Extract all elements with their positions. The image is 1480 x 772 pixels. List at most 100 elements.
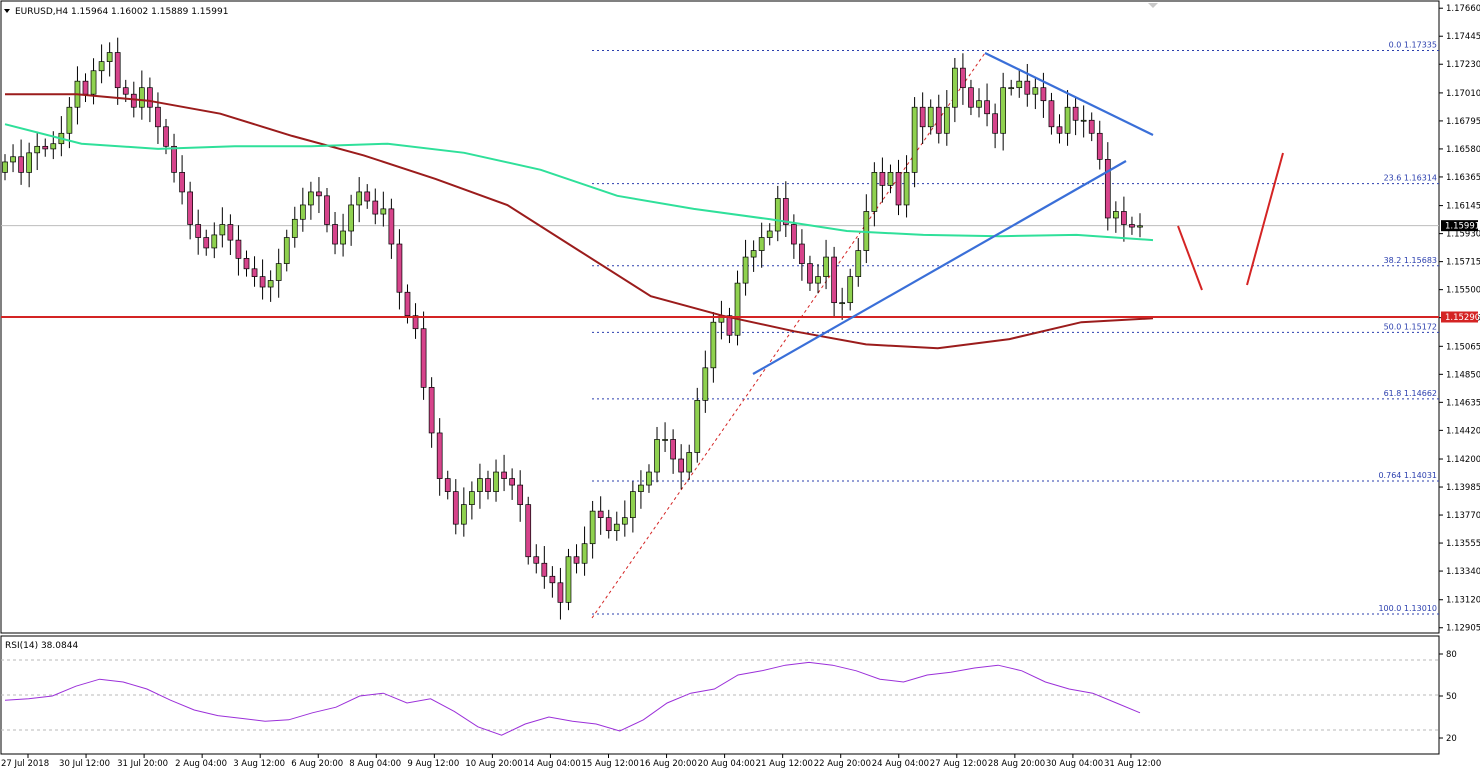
candle-body xyxy=(791,224,797,245)
price-tick-label: 1.14850 xyxy=(1446,370,1480,380)
candle-body xyxy=(621,517,628,525)
candle-body xyxy=(565,556,572,603)
candle-body xyxy=(952,67,958,108)
time-tick-label: 21 Aug 12:00 xyxy=(756,759,813,769)
price-tick-label: 1.16365 xyxy=(1446,173,1480,183)
candle-body xyxy=(1088,119,1095,134)
candle-body xyxy=(734,282,741,336)
candle-body xyxy=(807,263,813,284)
candle-body xyxy=(348,204,354,232)
candle-body xyxy=(122,87,129,95)
candle-body xyxy=(766,230,773,238)
time-tick-label: 24 Aug 04:00 xyxy=(872,759,929,769)
candle-body xyxy=(1080,119,1087,122)
price-tick-label: 1.15500 xyxy=(1446,286,1480,296)
candle-body xyxy=(380,208,387,215)
rsi-panel xyxy=(0,635,1440,755)
candle-body xyxy=(187,191,193,225)
falling-trend-line xyxy=(984,52,1154,136)
candle-body xyxy=(710,321,717,369)
candle-body xyxy=(1016,80,1023,89)
candle-body xyxy=(992,113,998,134)
rising-trend-line xyxy=(752,160,1127,375)
scroll-marker-icon xyxy=(1148,3,1158,8)
candle-body xyxy=(82,80,89,95)
rsi-header: RSI(14) 38.0844 xyxy=(5,641,78,651)
candle-body xyxy=(396,243,403,293)
candle-body xyxy=(66,106,73,134)
time-tick-label: 6 Aug 20:00 xyxy=(291,759,343,769)
candle-body xyxy=(968,87,974,108)
candle-body xyxy=(34,145,41,154)
candle-body xyxy=(420,328,427,388)
candle-body xyxy=(678,458,685,473)
candle-body xyxy=(436,432,443,479)
candle-body xyxy=(18,156,24,173)
candle-body xyxy=(1072,106,1079,121)
candle-body xyxy=(469,491,475,505)
dropdown-arrow-icon[interactable] xyxy=(4,9,10,13)
candle-body xyxy=(114,52,121,89)
candle-body xyxy=(799,243,805,264)
candle-body xyxy=(654,439,660,473)
candle-body xyxy=(895,172,902,206)
price-tick-label: 1.12905 xyxy=(1446,624,1480,634)
candle-body xyxy=(943,106,950,134)
svg-text:1.15290: 1.15290 xyxy=(1445,313,1480,323)
fibonacci-levels: 0.0 1.17335 23.6 1.16314 38.2 1.15683 50.0 … xyxy=(592,41,1439,615)
symbol-header: EURUSD,H4 1.15964 1.16002 1.15889 1.1599… xyxy=(15,7,228,17)
candle-body xyxy=(525,504,532,558)
price-tick-label: 1.17230 xyxy=(1446,60,1480,70)
candle-body xyxy=(243,258,250,270)
price-tick-label: 1.13555 xyxy=(1446,539,1480,549)
fib-level-label: 38.2 1.15683 xyxy=(1384,256,1437,265)
candle-body xyxy=(927,106,934,128)
candle-body xyxy=(26,152,32,173)
candlesticks xyxy=(2,37,1143,620)
candle-body xyxy=(106,52,113,62)
current-price-label: 1.15991 xyxy=(1441,220,1480,232)
price-tick-label: 1.14635 xyxy=(1446,398,1480,408)
time-tick-label: 16 Aug 20:00 xyxy=(640,759,697,769)
candle-body xyxy=(887,172,894,186)
price-tick-label: 1.17010 xyxy=(1446,89,1480,99)
candle-body xyxy=(1040,87,1047,102)
candle-body xyxy=(1008,87,1015,90)
fibonacci-baseline xyxy=(591,52,986,619)
candle-body xyxy=(428,387,435,434)
candle-body xyxy=(444,478,451,492)
candle-body xyxy=(517,484,524,505)
candle-body xyxy=(960,67,966,89)
candle-body xyxy=(412,315,419,330)
candle-body xyxy=(935,106,942,134)
fib-level-label: 0.764 1.14031 xyxy=(1378,471,1437,480)
candle-body xyxy=(364,191,371,202)
fib-level-label: 50.0 1.15172 xyxy=(1384,322,1437,331)
candle-body xyxy=(847,276,854,304)
candle-body xyxy=(597,510,604,518)
candle-body xyxy=(557,582,564,603)
candle-body xyxy=(613,523,620,532)
candle-body xyxy=(42,145,49,150)
candle-body xyxy=(275,263,282,281)
candle-body xyxy=(299,204,306,220)
candle-body xyxy=(782,198,789,225)
candle-body xyxy=(831,256,837,304)
candle-body xyxy=(726,315,733,336)
candle-body xyxy=(50,143,57,150)
support-price-label: 1.15290 xyxy=(1441,311,1480,323)
candle-body xyxy=(871,172,878,212)
candle-body xyxy=(879,172,886,186)
fib-level-label: 100.0 1.13010 xyxy=(1378,604,1437,613)
candle-body xyxy=(452,491,459,525)
rsi-tick-label: 80 xyxy=(1446,650,1457,660)
time-tick-label: 31 Jul 20:00 xyxy=(117,759,168,769)
candle-body xyxy=(1137,225,1143,228)
price-tick-label: 1.13770 xyxy=(1446,511,1480,521)
candle-body xyxy=(163,126,169,147)
price-tick-label: 1.17660 xyxy=(1446,4,1480,14)
candle-body xyxy=(662,439,668,441)
time-tick-label: 27 Aug 12:00 xyxy=(930,759,987,769)
forecast-up-arrow xyxy=(1246,152,1284,286)
